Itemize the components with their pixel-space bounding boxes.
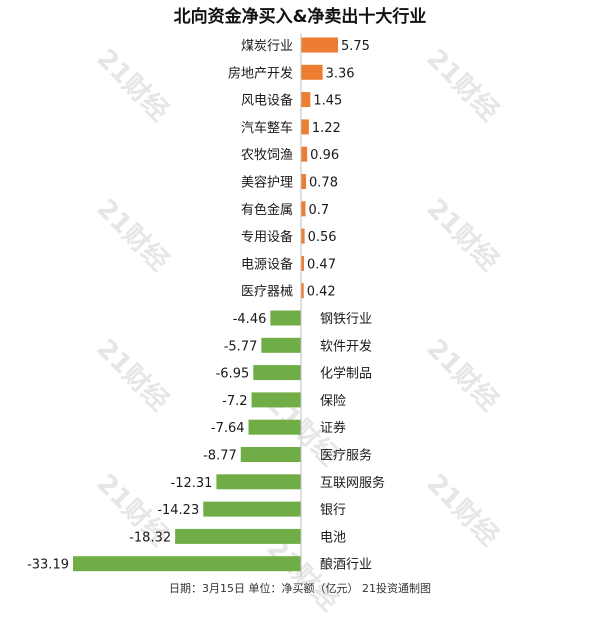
bar-15 xyxy=(240,447,301,462)
bar-5 xyxy=(301,174,307,189)
bar-18 xyxy=(175,528,301,544)
category-label: 钢铁行业 xyxy=(320,312,372,327)
bar-2 xyxy=(301,92,311,108)
chart-footer: 日期：3月15日 单位：净买额（亿元） 21投资通制图 xyxy=(169,582,431,595)
value-label: -7.64 xyxy=(211,421,245,436)
category-label: 证券 xyxy=(320,420,346,436)
value-label: -14.23 xyxy=(157,503,199,518)
category-label: 风电设备 xyxy=(241,93,293,109)
category-label: 房地产开发 xyxy=(228,65,293,81)
value-label: -18.32 xyxy=(129,530,171,545)
value-label: -12.31 xyxy=(171,476,213,491)
value-label: 5.75 xyxy=(341,39,370,54)
category-label: 有色金属 xyxy=(241,202,293,218)
value-label: 0.7 xyxy=(309,203,330,218)
category-label: 保险 xyxy=(320,394,346,409)
bar-1 xyxy=(301,64,323,80)
category-label: 化学制品 xyxy=(320,366,372,382)
category-label: 互联网服务 xyxy=(320,475,385,491)
value-label: -5.77 xyxy=(224,339,258,354)
value-label: 0.42 xyxy=(307,285,336,300)
category-label: 银行 xyxy=(320,503,346,518)
category-label: 美容护理 xyxy=(241,175,293,191)
category-label: 煤炭行业 xyxy=(241,39,293,54)
bar-10 xyxy=(270,310,301,326)
value-label: -4.46 xyxy=(233,312,267,327)
value-label: -6.95 xyxy=(216,367,250,382)
category-label: 农牧饲渔 xyxy=(241,148,293,163)
bar-7 xyxy=(301,228,305,244)
bar-9 xyxy=(301,283,304,299)
category-label: 医疗服务 xyxy=(320,448,372,464)
chart-container: 21财经 21财经 21财经 21财经 21财经 21财经 21财经 21财经 21财经 21财经… xyxy=(27,7,504,617)
value-label: 0.96 xyxy=(310,148,339,163)
value-label: 3.36 xyxy=(326,66,355,81)
category-label: 软件开发 xyxy=(320,338,372,354)
bar-6 xyxy=(301,201,306,217)
category-label: 专用设备 xyxy=(241,229,293,245)
bar-8 xyxy=(301,255,305,271)
category-label: 电池 xyxy=(320,530,346,545)
category-label: 汽车整车 xyxy=(241,120,293,136)
category-label: 医疗器械 xyxy=(241,285,293,300)
bar-chart: 煤炭行业 5.75 房地产开发 3.36 风电设备 1.45 汽车整车 1.22 农牧饲渔 0.9… xyxy=(27,33,385,578)
value-label: 0.56 xyxy=(308,230,337,245)
value-label: 0.78 xyxy=(309,176,338,191)
bar-13 xyxy=(251,392,301,408)
value-label: -8.77 xyxy=(203,449,237,464)
category-label: 电源设备 xyxy=(241,256,293,272)
bar-11 xyxy=(261,337,301,353)
value-label: 1.45 xyxy=(313,94,342,109)
value-label: -7.2 xyxy=(222,394,247,409)
value-label: 1.22 xyxy=(312,121,341,136)
bar-12 xyxy=(253,365,301,381)
value-label: 0.47 xyxy=(307,257,336,272)
bar-19 xyxy=(73,556,301,572)
bar-4 xyxy=(301,146,308,162)
chart-title: 北向资金净买入&净卖出十大行业 xyxy=(173,7,427,27)
bar-3 xyxy=(301,119,309,135)
bar-16 xyxy=(216,474,301,490)
bar-0 xyxy=(301,37,338,53)
category-label: 酿酒行业 xyxy=(320,557,372,573)
value-label: -33.19 xyxy=(27,558,69,573)
bar-14 xyxy=(248,419,301,435)
bar-17 xyxy=(203,501,301,517)
